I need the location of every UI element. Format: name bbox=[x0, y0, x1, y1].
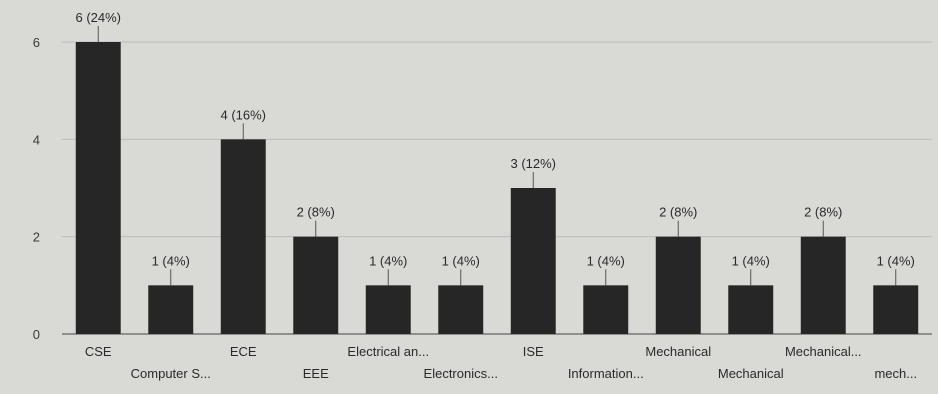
y-tick-label: 6 bbox=[33, 35, 40, 50]
bar bbox=[220, 139, 266, 334]
data-label: 1 (4%) bbox=[877, 253, 915, 268]
data-label: 3 (12%) bbox=[510, 156, 556, 171]
data-label: 1 (4%) bbox=[732, 253, 770, 268]
bar bbox=[583, 285, 629, 334]
bar bbox=[800, 236, 846, 334]
x-tick-label: Mechanical bbox=[645, 344, 711, 359]
data-label: 1 (4%) bbox=[369, 253, 407, 268]
data-label: 2 (8%) bbox=[804, 205, 842, 220]
y-tick-label: 0 bbox=[33, 327, 40, 342]
data-label: 4 (16%) bbox=[220, 107, 266, 122]
data-labels: 6 (24%) 1 (4%) 4 (16%) 2 (8%) 1 (4%) 1 (4%) 3 … bbox=[75, 10, 915, 286]
x-tick-label: ISE bbox=[523, 344, 544, 359]
bar bbox=[510, 188, 556, 334]
x-axis-labels: CSE Computer S... ECE EEE Electrical an... El… bbox=[85, 344, 917, 381]
data-label: 1 (4%) bbox=[587, 253, 625, 268]
x-tick-label: CSE bbox=[85, 344, 112, 359]
x-tick-label: Electronics... bbox=[424, 366, 498, 381]
data-label: 2 (8%) bbox=[659, 205, 697, 220]
bar bbox=[438, 285, 484, 334]
grid-lines bbox=[62, 41, 932, 335]
bar bbox=[365, 285, 411, 334]
data-label: 2 (8%) bbox=[297, 205, 335, 220]
bar bbox=[728, 285, 774, 334]
bar bbox=[655, 236, 701, 334]
x-tick-label: Mechanical bbox=[718, 366, 784, 381]
bar bbox=[148, 285, 194, 334]
data-label: 6 (24%) bbox=[75, 10, 121, 25]
data-label: 1 (4%) bbox=[152, 253, 190, 268]
y-axis-ticks: 0 2 4 6 bbox=[33, 35, 40, 342]
bars bbox=[75, 42, 919, 334]
x-tick-label: Information... bbox=[568, 366, 644, 381]
bar bbox=[293, 236, 339, 334]
x-tick-label: mech... bbox=[874, 366, 917, 381]
data-label: 1 (4%) bbox=[442, 253, 480, 268]
x-tick-label: Electrical an... bbox=[347, 344, 429, 359]
x-tick-label: Mechanical... bbox=[785, 344, 862, 359]
y-tick-label: 2 bbox=[33, 230, 40, 245]
x-tick-label: EEE bbox=[303, 366, 329, 381]
bar bbox=[873, 285, 919, 334]
y-tick-label: 4 bbox=[33, 132, 40, 147]
bar bbox=[75, 42, 121, 334]
x-tick-label: ECE bbox=[230, 344, 257, 359]
x-tick-label: Computer S... bbox=[131, 366, 211, 381]
